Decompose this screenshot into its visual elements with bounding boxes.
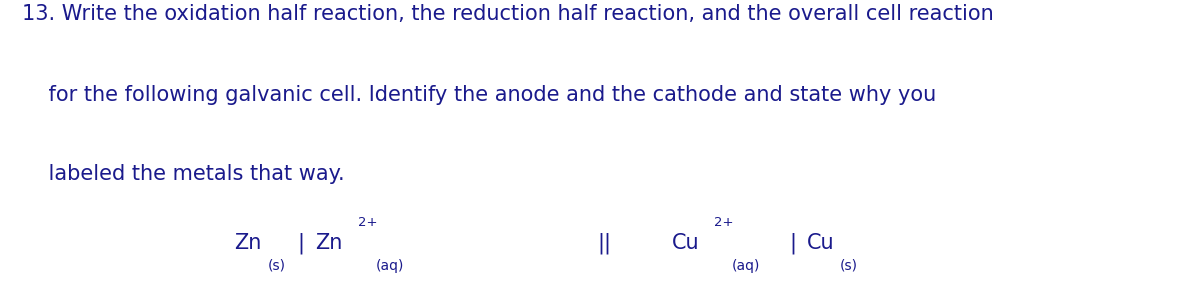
Text: (s): (s) bbox=[840, 259, 858, 273]
Text: 2+: 2+ bbox=[714, 216, 733, 229]
Text: |: | bbox=[790, 233, 797, 254]
Text: Cu: Cu bbox=[806, 233, 834, 253]
Text: (s): (s) bbox=[268, 259, 286, 273]
Text: 13. Write the oxidation half reaction, the reduction half reaction, and the over: 13. Write the oxidation half reaction, t… bbox=[22, 4, 994, 24]
Text: Zn: Zn bbox=[316, 233, 343, 253]
Text: Zn: Zn bbox=[234, 233, 262, 253]
Text: |: | bbox=[298, 233, 305, 254]
Text: (aq): (aq) bbox=[376, 259, 404, 273]
Text: Cu: Cu bbox=[672, 233, 700, 253]
Text: for the following galvanic cell. Identify the anode and the cathode and state wh: for the following galvanic cell. Identif… bbox=[22, 85, 936, 105]
Text: labeled the metals that way.: labeled the metals that way. bbox=[22, 164, 344, 184]
Text: 2+: 2+ bbox=[358, 216, 377, 229]
Text: (aq): (aq) bbox=[732, 259, 761, 273]
Text: ||: || bbox=[598, 233, 612, 254]
